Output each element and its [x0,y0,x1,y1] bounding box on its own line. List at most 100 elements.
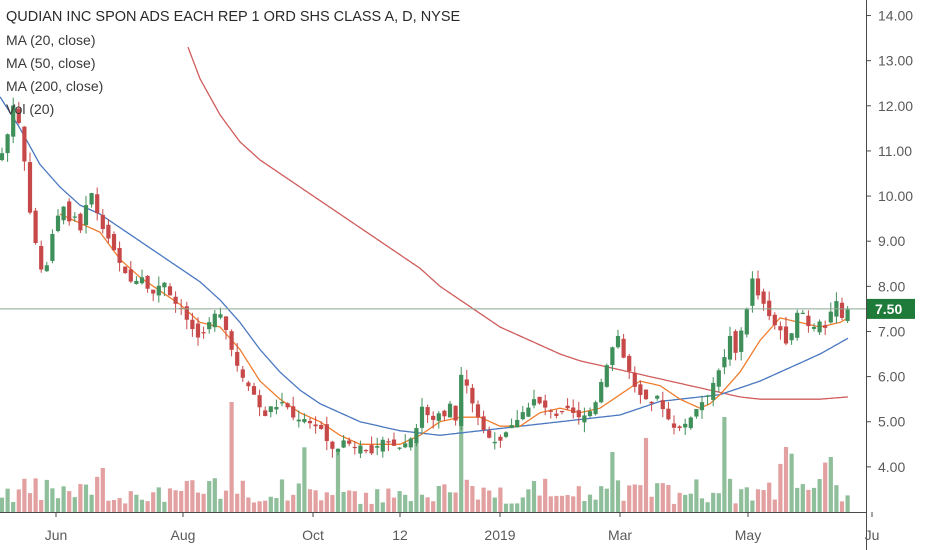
volume-bar [302,447,307,512]
candle [599,378,604,404]
candle [660,391,665,418]
candle [380,436,385,458]
candle [61,206,66,225]
legend-ma20[interactable]: MA (20, close) [6,32,96,48]
candle [733,329,738,361]
candle [190,312,195,337]
candle [436,411,441,429]
candle [593,400,598,416]
candle [795,309,800,341]
volume-bar [263,500,268,512]
candle [632,366,637,393]
volume-bar [145,501,150,512]
volume-bar [16,489,21,512]
volume-bar [240,480,245,512]
x-tick-label: Ju [865,527,880,543]
volume-bar [257,501,262,512]
candle [576,401,581,425]
candle [257,389,262,417]
volume-bar [604,488,609,512]
volume-bar [106,500,111,512]
volume-bar [117,498,122,512]
volume-bar [397,491,402,512]
volume-bar [363,492,369,512]
volume-bar [727,478,733,512]
volume-bar [811,487,817,512]
candle [694,409,699,419]
volume-bar [498,487,503,512]
volume-bar [576,486,581,512]
volume-bar [151,492,156,512]
volume-bars [0,402,850,512]
candle [50,229,55,264]
candle [750,271,755,313]
volume-bar [453,492,458,512]
candle [274,399,279,415]
candle [649,401,654,412]
legend-ma200[interactable]: MA (200, close) [6,78,104,94]
candle [755,270,761,300]
y-tick-label: 10.00 [878,188,913,204]
x-tick-label: May [735,527,761,543]
candle [671,415,677,435]
candle [610,346,615,372]
volume-bar [307,489,313,512]
volume-bar [615,480,621,512]
candle [324,416,329,451]
chart-legend: QUDIAN INC SPON ADS EACH REP 1 ORD SHS C… [6,6,460,121]
candle [498,434,503,448]
candle [571,399,576,419]
candle [789,333,794,345]
y-tick-label: 14.00 [878,8,913,24]
current-price-badge: 7.50 [867,298,915,319]
candle [403,434,408,449]
candle [453,405,458,426]
volume-bar [593,499,598,512]
candle [655,394,660,401]
volume-bar [5,488,10,512]
y-tick-label: 4.00 [878,459,905,475]
x-tick-label: Aug [171,527,196,543]
candle [207,317,212,334]
candle [447,400,453,418]
candle [677,425,682,432]
volume-bar [44,479,49,512]
candle [347,437,352,447]
volume-bar [565,495,570,512]
candle [55,209,61,233]
candle [615,329,621,349]
ma200-line-group [187,46,849,400]
candle [487,426,492,439]
candle [128,260,133,283]
volume-bar [274,498,279,512]
volume-bar [134,494,139,512]
candle [162,281,167,297]
volume-bar [638,485,643,512]
volume-bar [431,501,436,512]
candle [67,198,72,226]
candle [531,389,537,409]
volume-bar [380,502,385,512]
candle [139,269,145,285]
volume-bar [582,501,587,512]
volume-bar [767,482,772,512]
candle [699,395,705,419]
candle [72,212,77,222]
candle [352,441,357,455]
volume-bar [67,491,72,512]
candle [11,97,16,144]
candle [235,343,240,372]
candle [470,384,475,413]
x-tick-label: Oct [302,527,324,543]
candle [520,406,525,421]
candle [363,449,369,454]
legend-volume[interactable]: Vol (20) [6,101,55,117]
candle [515,410,520,428]
volume-bar [789,453,794,512]
volume-bar [89,494,94,512]
candle [263,406,268,417]
volume-bar [167,488,173,512]
legend-ma50[interactable]: MA (50, close) [6,55,96,71]
